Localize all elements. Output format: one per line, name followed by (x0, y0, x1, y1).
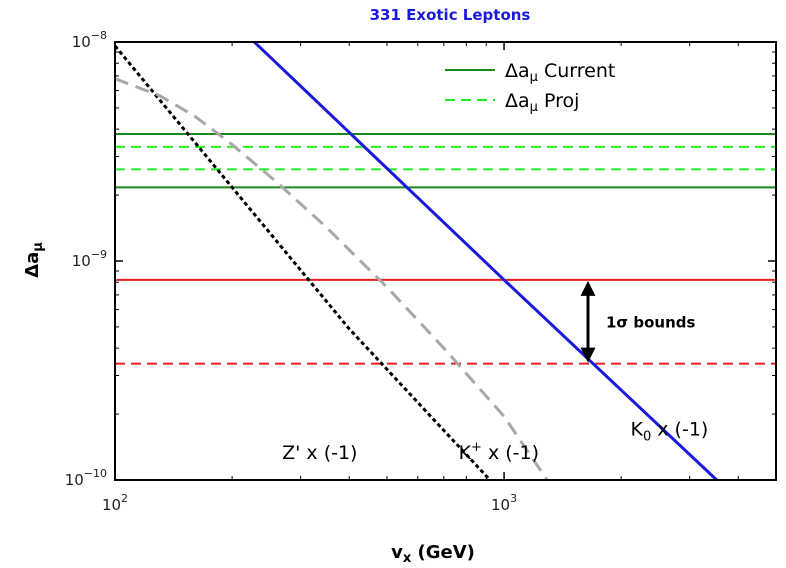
curve-label-2: K0 x (-1) (630, 418, 708, 444)
hlines-layer (115, 133, 776, 365)
x-tick-label-1: 103 (491, 492, 517, 514)
legend: Δaμ Current Δaμ Proj (445, 60, 615, 115)
chart-title: 331 Exotic Leptons (370, 6, 531, 24)
y-tick-label-1: 10−9 (72, 248, 107, 270)
series-line-1 (115, 77, 549, 480)
series-layer (115, 42, 718, 480)
y-tick-label-0: 10−8 (72, 29, 107, 51)
series-line-0 (115, 44, 492, 480)
ticks-layer: 102 103 10−8 10−9 10−10 (65, 29, 776, 514)
annotation: 1σ bounds (580, 280, 695, 363)
plot-frame (114, 41, 777, 481)
curve-label-0: Z' x (-1) (282, 442, 357, 464)
x-axis-label: vx (GeV) (391, 542, 475, 566)
y-axis-label: Δaμ (22, 242, 46, 278)
curve-label-1: K+ x (-1) (459, 440, 539, 464)
sigma-label: 1σ bounds (606, 314, 695, 332)
x-tick-label-0: 102 (102, 492, 128, 514)
legend-label-1: Δaμ Proj (505, 90, 579, 115)
y-tick-label-2: 10−10 (65, 467, 107, 489)
series-line-2 (253, 42, 718, 480)
curve-labels: Z' x (-1) K+ x (-1) K0 x (-1) (282, 418, 708, 463)
legend-label-0: Δaμ Current (505, 60, 615, 85)
